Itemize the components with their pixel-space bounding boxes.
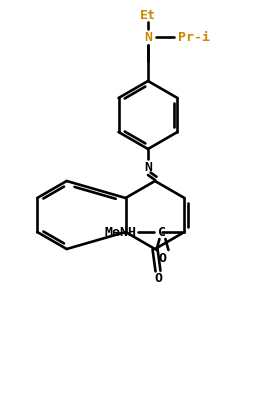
Text: N: N (144, 30, 152, 43)
Text: Et: Et (140, 9, 156, 21)
Text: MeNH: MeNH (104, 226, 136, 239)
Text: O: O (154, 273, 162, 286)
Text: O: O (158, 252, 166, 265)
Text: Pr-i: Pr-i (178, 30, 210, 43)
Text: C: C (158, 226, 166, 239)
Text: N: N (144, 160, 152, 173)
